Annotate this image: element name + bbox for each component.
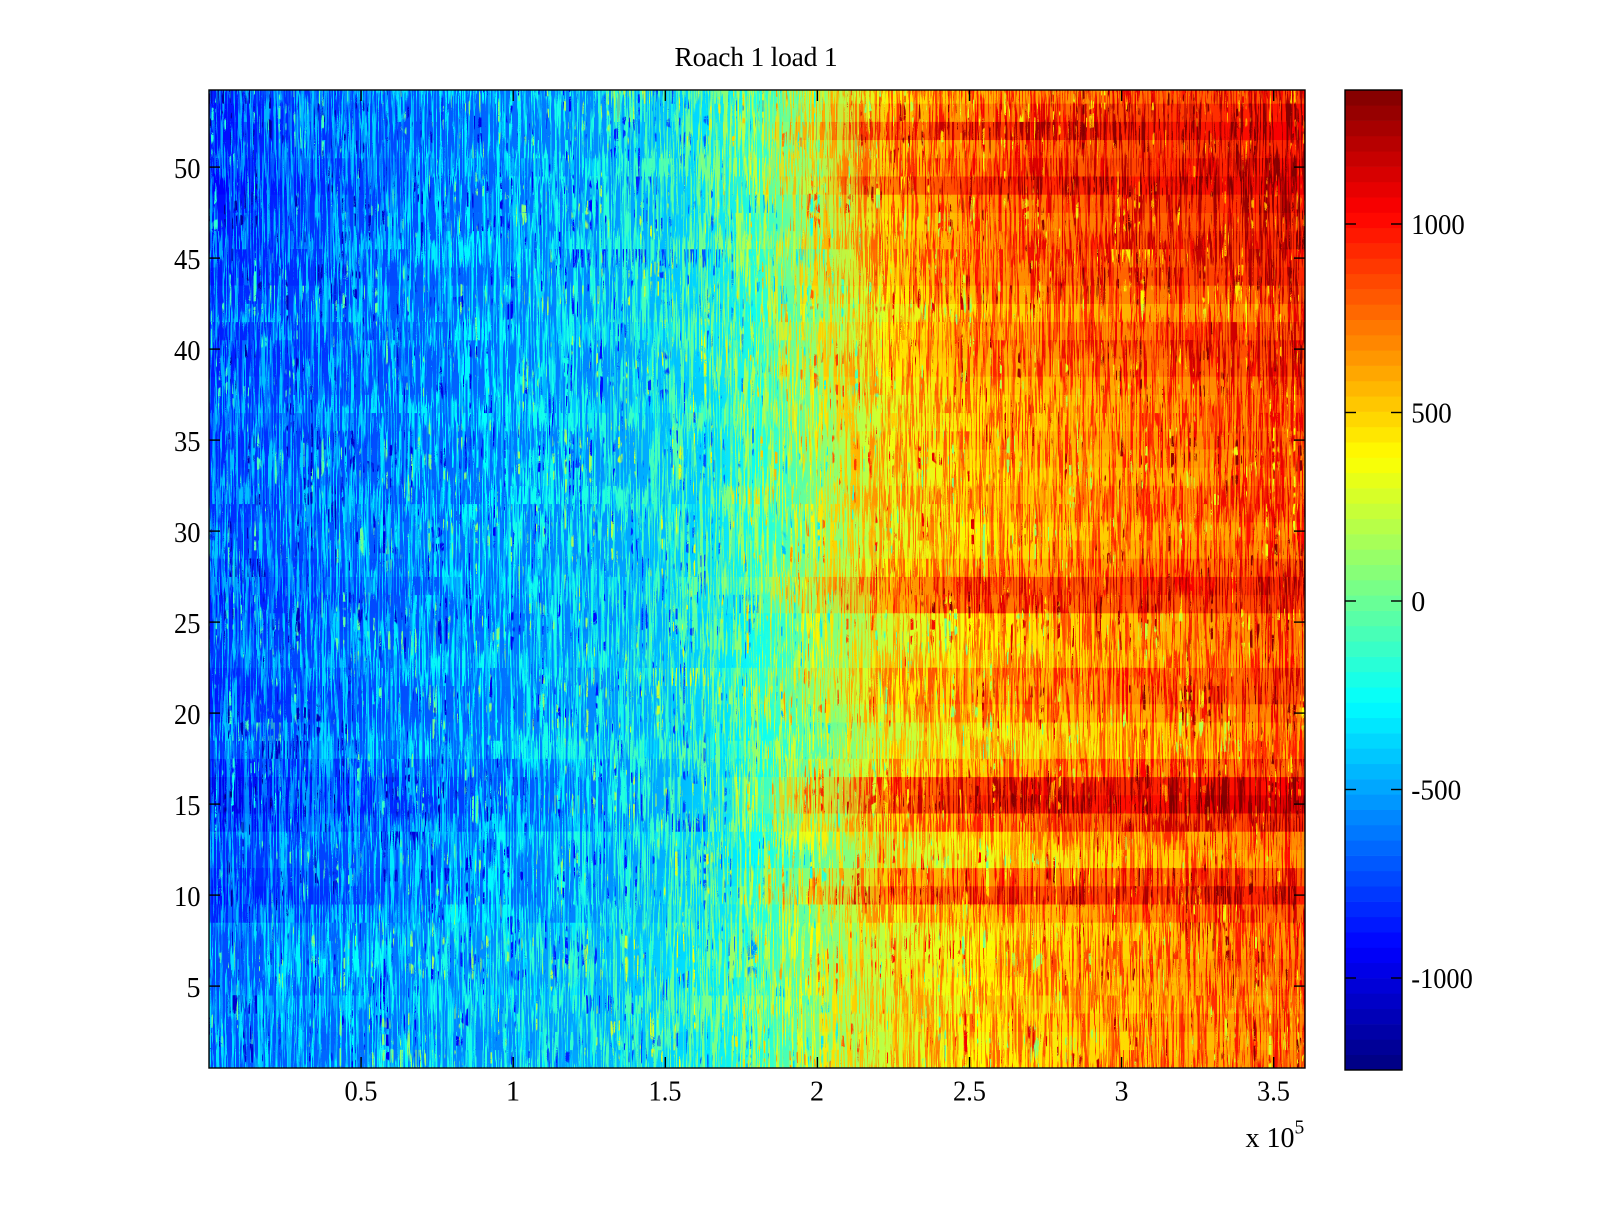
- svg-text:2.5: 2.5: [953, 1077, 986, 1108]
- svg-text:45: 45: [174, 245, 201, 276]
- svg-text:50: 50: [174, 154, 201, 185]
- svg-text:0: 0: [1411, 587, 1425, 618]
- svg-text:3: 3: [1115, 1077, 1129, 1108]
- svg-text:-1000: -1000: [1411, 964, 1473, 995]
- svg-text:30: 30: [174, 518, 201, 549]
- svg-text:15: 15: [174, 791, 201, 822]
- svg-text:1: 1: [506, 1077, 520, 1108]
- svg-text:3.5: 3.5: [1257, 1077, 1290, 1108]
- svg-text:1000: 1000: [1411, 210, 1465, 241]
- svg-text:500: 500: [1411, 398, 1452, 429]
- svg-text:1.5: 1.5: [649, 1077, 682, 1108]
- svg-text:40: 40: [174, 336, 201, 367]
- svg-text:35: 35: [174, 427, 201, 458]
- svg-text:25: 25: [174, 609, 201, 640]
- svg-text:Roach 1 load 1: Roach 1 load 1: [675, 41, 838, 72]
- svg-text:2: 2: [810, 1077, 824, 1108]
- svg-text:0.5: 0.5: [345, 1077, 378, 1108]
- svg-text:-500: -500: [1411, 775, 1461, 806]
- svg-text:x 105: x 105: [1246, 1118, 1305, 1155]
- svg-text:20: 20: [174, 700, 201, 731]
- svg-text:10: 10: [174, 882, 201, 913]
- svg-text:5: 5: [187, 973, 201, 1004]
